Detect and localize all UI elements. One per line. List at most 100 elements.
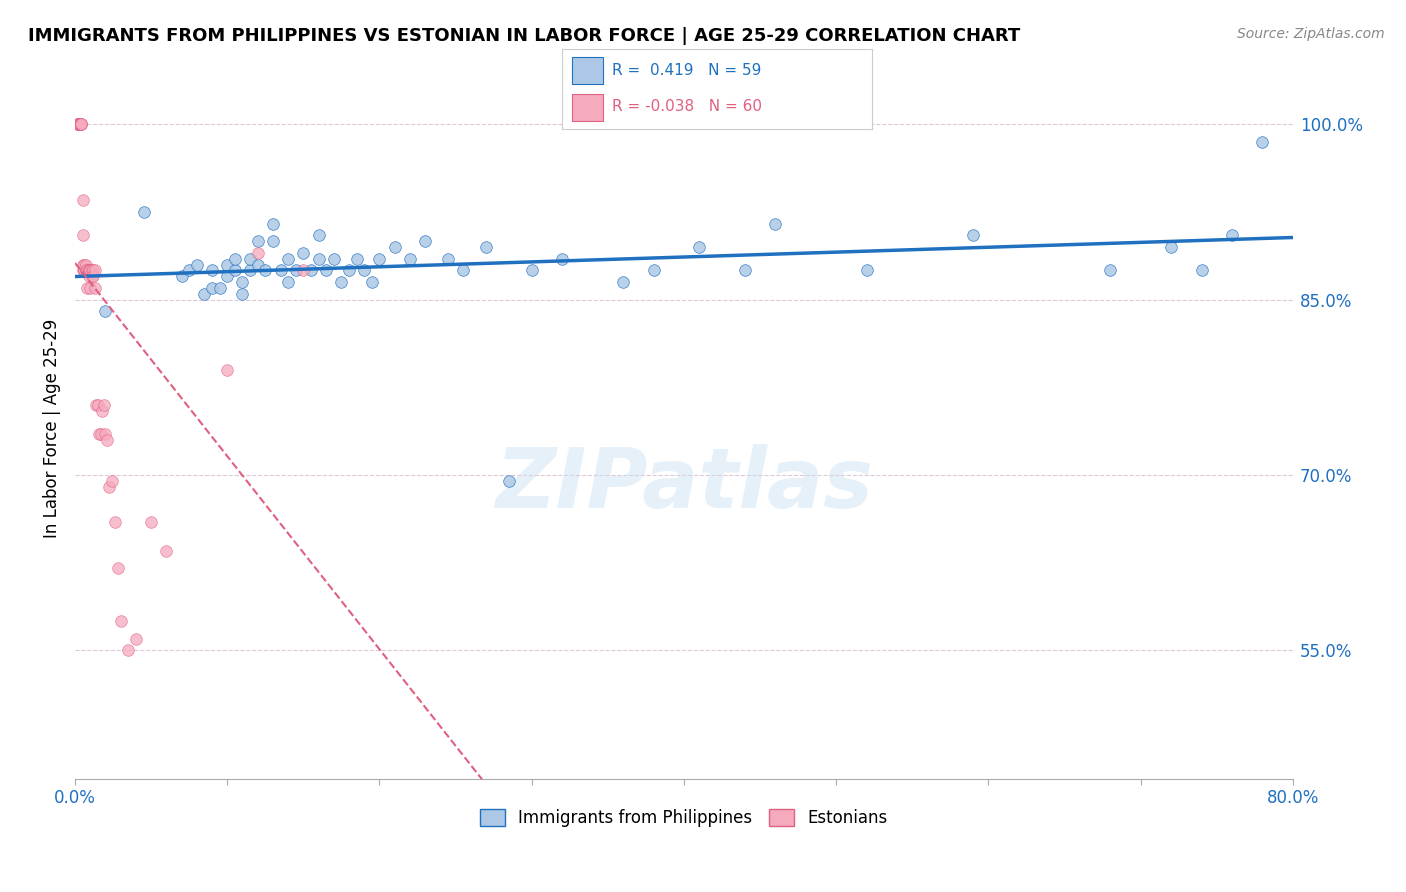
Point (308, 252, 330, 266)
Point (73, 263, 96, 277)
Point (73, 263, 96, 277)
Point (86, 398, 108, 412)
Point (962, 228, 984, 243)
Point (69, 117, 91, 131)
Point (89, 427, 111, 442)
Text: ZIPatlas: ZIPatlas (495, 444, 873, 524)
Point (612, 275, 634, 289)
Point (79, 281, 101, 295)
Point (498, 474, 520, 488)
Point (451, 263, 474, 277)
Point (239, 263, 262, 277)
Point (67, 117, 90, 131)
Point (346, 252, 368, 266)
Point (83, 281, 105, 295)
Point (67, 117, 90, 131)
Point (475, 240, 498, 254)
Point (70, 117, 93, 131)
Point (284, 263, 307, 277)
Point (292, 245, 315, 260)
Point (82, 263, 104, 277)
Point (79, 263, 101, 277)
Point (69, 117, 91, 131)
Point (855, 263, 877, 277)
Point (132, 205, 155, 219)
Text: R = -0.038   N = 60: R = -0.038 N = 60 (612, 99, 762, 114)
Point (1220, 228, 1243, 243)
Point (254, 263, 277, 277)
Point (330, 275, 353, 289)
Point (734, 263, 756, 277)
Point (353, 263, 375, 277)
Point (96, 433, 118, 447)
Point (76, 263, 98, 277)
Point (399, 252, 422, 266)
Point (231, 286, 253, 301)
Point (1191, 263, 1213, 277)
Point (246, 234, 269, 248)
Point (67, 117, 90, 131)
Point (72, 263, 94, 277)
Point (72, 193, 94, 207)
Point (179, 263, 201, 277)
Point (1251, 135, 1274, 149)
FancyBboxPatch shape (572, 94, 603, 121)
Point (292, 263, 315, 277)
Point (337, 263, 360, 277)
Point (70, 117, 93, 131)
Point (75, 258, 97, 272)
Point (107, 561, 129, 575)
Point (67, 117, 90, 131)
Point (315, 263, 337, 277)
Point (80, 269, 103, 284)
Point (100, 474, 122, 488)
Point (270, 263, 292, 277)
Point (277, 252, 299, 266)
Point (79, 263, 101, 277)
Point (77, 263, 100, 277)
Point (360, 275, 382, 289)
Point (77, 269, 100, 284)
Point (67, 117, 90, 131)
Point (277, 275, 299, 289)
Point (763, 217, 786, 231)
Point (90, 427, 112, 442)
Point (262, 217, 284, 231)
Point (69, 117, 91, 131)
Point (76, 281, 98, 295)
Point (262, 234, 284, 248)
Point (201, 281, 224, 295)
Point (308, 228, 330, 243)
Y-axis label: In Labor Force | Age 25-29: In Labor Force | Age 25-29 (44, 318, 60, 538)
Point (224, 263, 246, 277)
Point (246, 245, 269, 260)
Point (384, 240, 406, 254)
Text: IMMIGRANTS FROM PHILIPPINES VS ESTONIAN IN LABOR FORCE | AGE 25-29 CORRELATION C: IMMIGRANTS FROM PHILIPPINES VS ESTONIAN … (28, 27, 1021, 45)
Point (70, 117, 93, 131)
Point (139, 515, 162, 529)
Point (368, 252, 391, 266)
Point (75, 263, 97, 277)
Point (217, 258, 239, 272)
Point (69, 117, 91, 131)
Point (97, 480, 120, 494)
Legend: Immigrants from Philippines, Estonians: Immigrants from Philippines, Estonians (474, 802, 894, 834)
Point (76, 263, 98, 277)
Point (643, 263, 665, 277)
Point (239, 252, 262, 266)
Point (155, 544, 177, 558)
Point (69, 117, 91, 131)
Point (80, 263, 103, 277)
Point (231, 275, 253, 289)
Point (170, 269, 193, 284)
Point (75, 263, 97, 277)
Text: Source: ZipAtlas.com: Source: ZipAtlas.com (1237, 27, 1385, 41)
Point (246, 258, 269, 272)
Point (125, 632, 148, 646)
Point (217, 362, 239, 376)
FancyBboxPatch shape (572, 57, 603, 85)
Point (193, 286, 215, 301)
Point (83, 263, 105, 277)
Point (77, 263, 100, 277)
Point (104, 515, 127, 529)
